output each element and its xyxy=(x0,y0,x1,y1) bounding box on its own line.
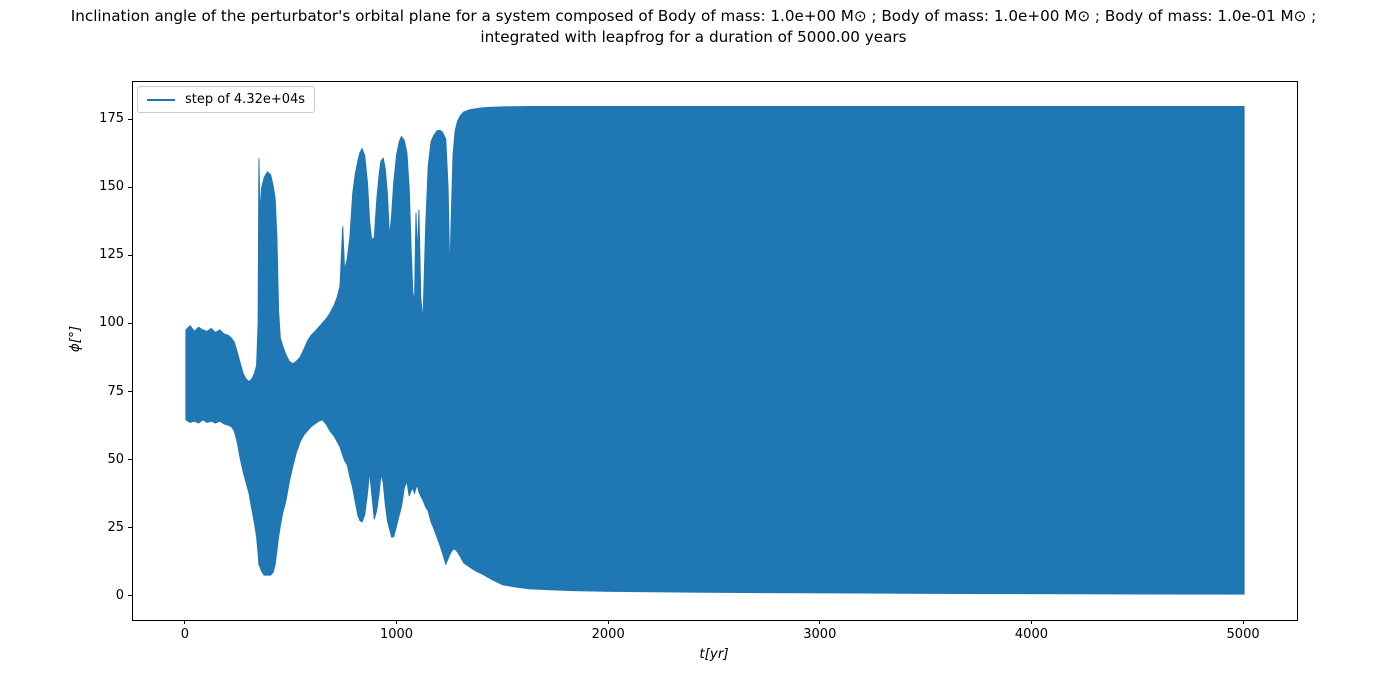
x-tick-label-5000: 5000 xyxy=(1226,627,1260,642)
y-tick-mark-150 xyxy=(128,186,132,188)
series-envelope-fill xyxy=(185,106,1245,595)
x-tick-label-2000: 2000 xyxy=(591,627,625,642)
y-tick-label-75: 75 xyxy=(107,383,124,399)
y-tick-label-150: 150 xyxy=(99,179,124,195)
y-tick-label-50: 50 xyxy=(107,451,124,467)
y-tick-label-0: 0 xyxy=(115,587,124,603)
y-tick-label-125: 125 xyxy=(99,247,124,263)
y-tick-label-175: 175 xyxy=(99,111,124,127)
x-tick-mark-0 xyxy=(184,620,186,624)
plot-area: step of 4.32e+04s xyxy=(132,81,1298,621)
x-tick-label-1000: 1000 xyxy=(379,627,414,642)
legend-entry-label: step of 4.32e+04s xyxy=(185,92,306,107)
legend-line-sample-icon xyxy=(147,98,175,101)
x-tick-label-0: 0 xyxy=(180,627,190,642)
x-tick-label-4000: 4000 xyxy=(1014,627,1048,642)
legend: step of 4.32e+04s xyxy=(137,86,316,113)
chart-title-line-2: integrated with leapfrog for a duration … xyxy=(480,28,907,46)
y-tick-mark-100 xyxy=(128,322,132,324)
y-axis-label: ϕ[°] xyxy=(67,325,83,353)
x-axis-label: t[yr] xyxy=(699,646,729,662)
x-tick-mark-5000 xyxy=(1242,620,1244,624)
y-tick-mark-75 xyxy=(128,391,132,393)
series-plot xyxy=(185,106,1245,595)
y-tick-mark-50 xyxy=(128,459,132,461)
y-tick-mark-175 xyxy=(128,118,132,120)
x-tick-mark-3000 xyxy=(819,620,821,624)
y-tick-mark-0 xyxy=(128,595,132,597)
y-tick-label-100: 100 xyxy=(99,315,124,331)
x-tick-mark-4000 xyxy=(1030,620,1032,624)
y-tick-mark-25 xyxy=(128,527,132,529)
x-tick-mark-1000 xyxy=(396,620,398,624)
chart-title: Inclination angle of the perturbator's o… xyxy=(0,6,1387,48)
y-tick-label-25: 25 xyxy=(107,519,124,535)
x-tick-label-3000: 3000 xyxy=(803,627,837,642)
x-tick-mark-2000 xyxy=(607,620,609,624)
y-tick-mark-125 xyxy=(128,254,132,256)
chart-title-line-1: Inclination angle of the perturbator's o… xyxy=(70,7,1317,25)
